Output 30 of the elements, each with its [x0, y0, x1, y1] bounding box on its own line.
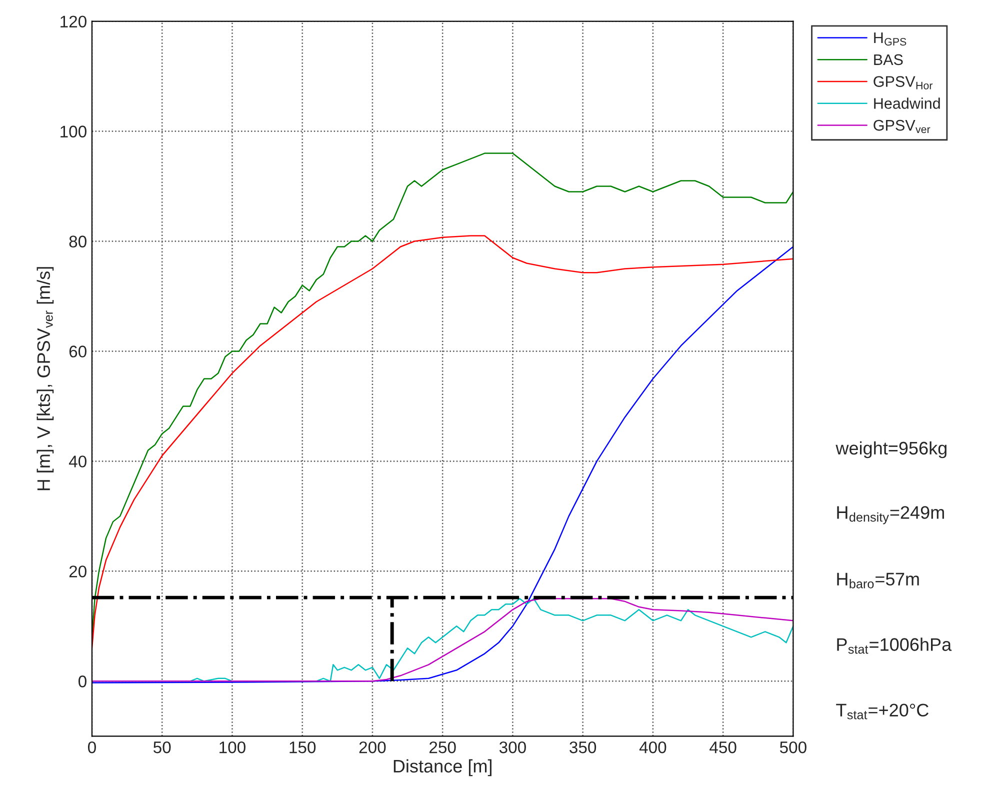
x-tick-label: 300	[499, 741, 526, 754]
x-tick-label: 150	[290, 741, 316, 754]
text: weight=956kg	[836, 441, 946, 458]
x-tick-label: 200	[359, 741, 386, 754]
y-tick-label: 20	[69, 566, 86, 578]
y-tick-label: 100	[60, 126, 86, 138]
legend-label: BAS	[874, 54, 903, 66]
x-tick-label: 0	[88, 741, 96, 754]
x-tick-label: 100	[220, 741, 246, 754]
x-tick-label: 400	[639, 741, 666, 754]
y-axis-title: H [m], V [kts], GPSV$_{ver}$ [m/s]	[36, 267, 54, 490]
x-tick-label: 50	[153, 741, 171, 754]
legend-label: Headwind	[874, 98, 940, 109]
legend-label: H$_{GPS}$	[874, 32, 906, 46]
y-tick-label: 80	[69, 236, 86, 248]
x-axis-title: Distance [m]	[394, 759, 492, 776]
text: H$_{baro}$=57m	[837, 572, 919, 588]
y-tick-label: 40	[68, 456, 86, 468]
text: T$_{stat}$=+20°C	[836, 704, 928, 720]
x-tick-label: 250	[430, 741, 456, 754]
y-tick-label: 60	[69, 346, 86, 358]
y-tick-label: 120	[60, 16, 86, 28]
x-tick-label: 350	[570, 741, 596, 754]
x-tick-label: 500	[780, 741, 806, 754]
legend-label: GPSV$_{Hor}$	[874, 76, 933, 90]
text: H$_{density}$=249m	[837, 506, 944, 524]
x-tick-label: 450	[710, 741, 736, 754]
text: P$_{stat}$=1006hPa	[837, 638, 952, 654]
y-tick-label: 0	[78, 676, 86, 688]
legend-label: GPSV$_{ver}$	[874, 120, 930, 134]
